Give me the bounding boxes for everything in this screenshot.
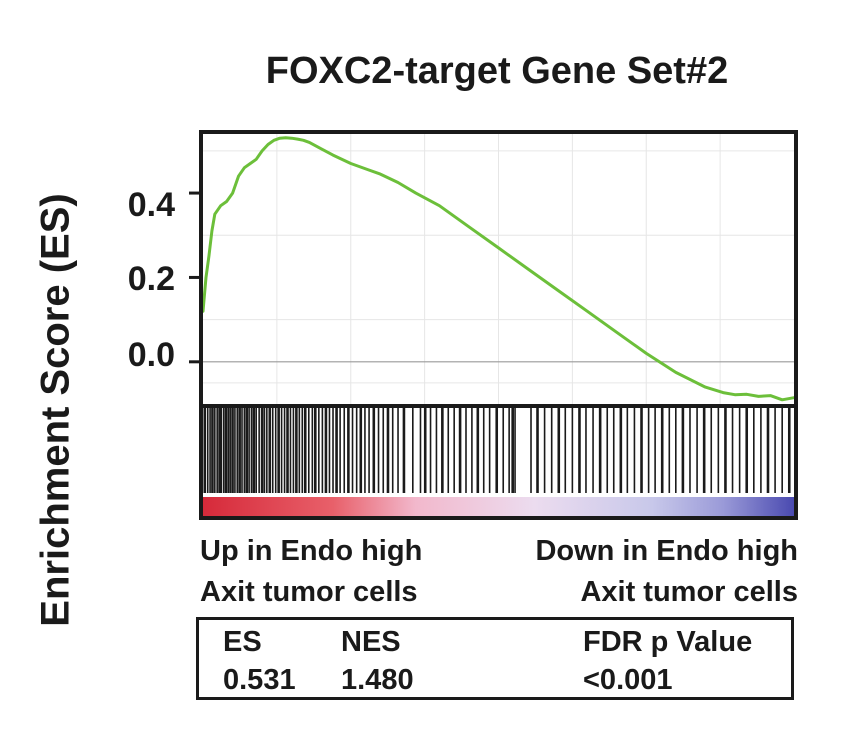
enrichment-curve <box>201 136 796 402</box>
y-tick-0.0: 0.0 <box>127 336 175 374</box>
rank-color-ramp <box>203 497 794 517</box>
y-tick-0.2: 0.2 <box>127 260 175 298</box>
es-label: ES <box>223 626 262 658</box>
nes-label: NES <box>341 626 401 658</box>
grid-lines <box>203 134 794 404</box>
caption-left-line1: Up in Endo high <box>200 535 423 567</box>
caption-right-line1: Down in Endo high <box>535 535 798 567</box>
y-tick-marks <box>189 191 200 364</box>
nes-value: 1.480 <box>341 664 414 696</box>
caption-left-line2: Axit tumor cells <box>200 576 418 608</box>
y-tick-0.4: 0.4 <box>127 186 175 224</box>
chart-title: FOXC2-target Gene Set#2 <box>265 50 729 92</box>
caption-right-line2: Axit tumor cells <box>580 576 798 608</box>
es-value: 0.531 <box>223 664 296 696</box>
fdr-label: FDR p Value <box>583 626 753 658</box>
hit-strip-frame <box>199 404 798 520</box>
fdr-value: <0.001 <box>583 664 673 696</box>
hit-strip <box>203 408 791 493</box>
stats-table: ES NES FDR p Value 0.531 1.480 <0.001 <box>196 617 794 700</box>
